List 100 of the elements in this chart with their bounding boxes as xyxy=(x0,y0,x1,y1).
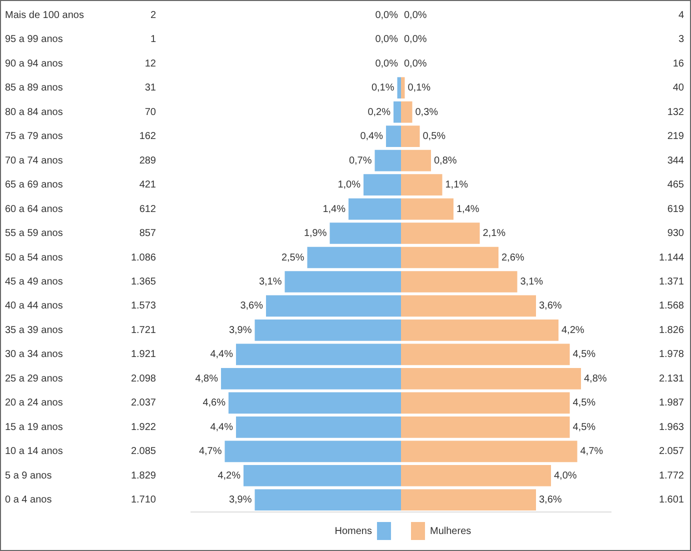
text: 31 xyxy=(144,82,156,94)
text: 16 xyxy=(672,58,684,70)
text: 12 xyxy=(144,58,156,70)
text: 421 xyxy=(139,180,156,191)
data-label: 4,2% xyxy=(562,324,584,336)
text: 70 xyxy=(144,106,156,118)
data-label: 4,6% xyxy=(202,398,226,409)
data-label: 4,7% xyxy=(580,446,604,458)
text: 1.568 xyxy=(658,300,684,312)
y-tick-label: 15 a 19 anos xyxy=(5,422,63,433)
data-label: 3,1% xyxy=(258,276,282,288)
legend-label: Homens xyxy=(334,526,372,537)
text: 1.826 xyxy=(658,324,684,336)
text: 619 xyxy=(667,204,684,215)
data-label: 4,7% xyxy=(198,446,222,458)
y-tick-label: 5 a 9 anos xyxy=(5,470,52,482)
text: 1.144 xyxy=(658,252,684,264)
text: 857 xyxy=(139,228,156,240)
data-label: 4,4% xyxy=(210,349,234,360)
text: 2.037 xyxy=(130,398,156,409)
y-tick-label: 20 a 24 anos xyxy=(5,398,63,409)
data-label: 3,1% xyxy=(520,276,544,288)
data-label: 4,5% xyxy=(572,398,596,409)
data-label: 0,2% xyxy=(368,106,391,118)
legend-label: Mulheres xyxy=(430,526,472,537)
text: 3 xyxy=(678,34,684,46)
data-label: 1,9% xyxy=(304,228,327,240)
data-label: 0,0% xyxy=(375,10,398,21)
text: 1.772 xyxy=(658,470,684,482)
data-label: 2,1% xyxy=(482,228,506,240)
text: 930 xyxy=(667,228,684,240)
data-label: 0,0% xyxy=(404,10,427,21)
text: 4 xyxy=(678,10,684,21)
text: 1.086 xyxy=(130,252,156,264)
text: 1.978 xyxy=(658,349,684,360)
data-label: 4,2% xyxy=(218,470,241,482)
data-label: 1,4% xyxy=(322,204,346,215)
data-label: 0,3% xyxy=(415,106,438,118)
data-label: 3,6% xyxy=(539,494,562,506)
text: 612 xyxy=(139,204,156,215)
text: 1.963 xyxy=(658,422,684,433)
data-label: 0,7% xyxy=(348,155,372,166)
y-tick-label: 85 a 89 anos xyxy=(5,82,63,94)
data-label: 3,6% xyxy=(240,300,264,312)
text: 1.921 xyxy=(130,349,156,360)
text: 2.131 xyxy=(658,373,684,384)
data-label: 0,0% xyxy=(375,34,398,46)
text: 1.601 xyxy=(658,494,684,506)
data-label: 0,0% xyxy=(375,58,398,70)
data-label: 3,9% xyxy=(228,324,252,336)
data-label: 1,1% xyxy=(445,180,468,191)
data-label: 1,4% xyxy=(456,204,480,215)
y-tick-label: 40 a 44 anos xyxy=(5,300,63,312)
data-label: 0,0% xyxy=(404,34,427,46)
data-label: 3,9% xyxy=(228,494,252,506)
text: 1 xyxy=(150,34,156,46)
data-label: 0,4% xyxy=(360,131,384,142)
text: 2.057 xyxy=(658,446,684,458)
data-label: 4,0% xyxy=(554,470,577,482)
y-tick-label: 25 a 29 anos xyxy=(5,373,63,384)
data-label: 0,5% xyxy=(422,131,446,142)
data-label: 3,6% xyxy=(539,300,562,312)
data-label: 0,1% xyxy=(408,82,431,94)
y-tick-label: 95 a 99 anos xyxy=(5,34,63,46)
data-label: 1,0% xyxy=(338,180,361,191)
y-tick-label: 10 a 14 anos xyxy=(5,446,63,458)
text: 2 xyxy=(150,10,156,21)
text: 162 xyxy=(139,131,156,142)
data-label: 4,4% xyxy=(210,422,234,433)
text: 1.922 xyxy=(130,422,156,433)
text: 132 xyxy=(667,106,684,118)
y-tick-label: 55 a 59 anos xyxy=(5,228,63,240)
y-tick-label: 65 a 69 anos xyxy=(5,180,63,191)
y-tick-label: 70 a 74 anos xyxy=(5,155,63,166)
y-tick-label: 75 a 79 anos xyxy=(5,131,63,142)
data-label: 2,5% xyxy=(281,252,304,264)
data-label: 0,8% xyxy=(434,155,457,166)
text: 2.085 xyxy=(130,446,156,458)
data-label: 0,0% xyxy=(404,58,427,70)
data-label: 4,5% xyxy=(572,349,596,360)
text: 1.710 xyxy=(130,494,156,506)
data-label: 0,1% xyxy=(371,82,394,94)
y-tick-label: Mais de 100 anos xyxy=(5,10,84,21)
text: 1.573 xyxy=(130,300,156,312)
text: 1.371 xyxy=(658,276,684,288)
text: 1.829 xyxy=(130,470,156,482)
y-tick-label: 30 a 34 anos xyxy=(5,349,63,360)
text: 219 xyxy=(667,131,684,142)
y-tick-label: 35 a 39 anos xyxy=(5,324,63,336)
text: 1.987 xyxy=(658,398,684,409)
text: 344 xyxy=(667,155,684,166)
data-label: 4,5% xyxy=(572,422,596,433)
y-tick-label: 45 a 49 anos xyxy=(5,276,63,288)
data-label: 4,8% xyxy=(584,373,607,384)
y-tick-label: 60 a 64 anos xyxy=(5,204,63,215)
y-tick-label: 80 a 84 anos xyxy=(5,106,63,118)
text: 1.721 xyxy=(130,324,156,336)
text: 465 xyxy=(667,180,684,191)
y-tick-label: 0 a 4 anos xyxy=(5,494,52,506)
text: 289 xyxy=(139,155,156,166)
